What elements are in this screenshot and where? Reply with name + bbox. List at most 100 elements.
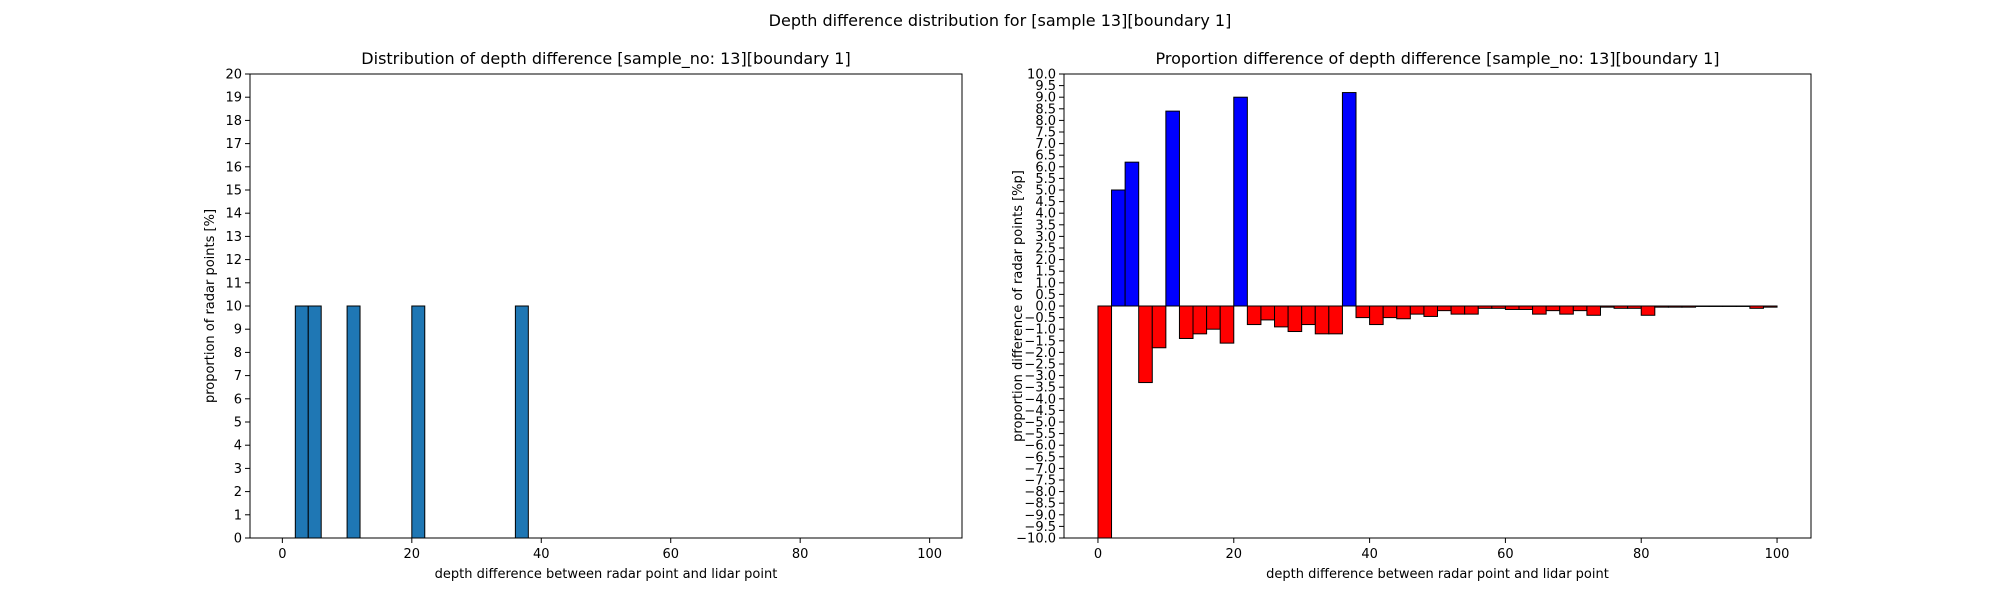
right-chart-bar [1369, 305, 1384, 326]
right-chart-bar [1246, 305, 1262, 326]
right-chart-ytick-label: 1.0 [1035, 276, 1056, 291]
right-chart-ytick-label: −0.5 [1024, 311, 1056, 326]
left-chart-bar [294, 305, 309, 538]
right-chart-xtick-label: 60 [1497, 547, 1514, 562]
left-chart-ytick-label: 11 [225, 276, 242, 291]
right-chart-xlabel: depth difference between radar point and… [1266, 567, 1609, 582]
left-chart-panel: Distribution of depth difference [sample… [203, 49, 963, 582]
right-chart-bar [1667, 305, 1683, 308]
right-chart-bar [1233, 96, 1248, 307]
left-chart-title: Distribution of depth difference [sample… [361, 49, 850, 69]
left-chart-axes-frame [249, 73, 963, 539]
right-chart-ytick-label: −8.0 [1024, 485, 1056, 500]
left-chart-ytick-label: 5 [234, 416, 242, 431]
right-chart-ytick-label: 9.0 [1035, 91, 1056, 106]
right-chart-ytick-label: 5.5 [1035, 172, 1056, 187]
right-chart-ytick-label: 4.5 [1035, 195, 1056, 210]
right-chart-yticks: −10.0−9.5−9.0−8.5−8.0−7.5−7.0−6.5−6.0−5.… [1016, 68, 1064, 547]
left-chart-xtick-label: 0 [278, 547, 286, 562]
right-chart-bar [1572, 305, 1588, 312]
right-chart-ytick-label: −1.5 [1024, 334, 1056, 349]
right-chart-bar [1464, 305, 1479, 315]
right-chart-ytick-label: −8.5 [1024, 497, 1056, 512]
right-chart-ytick-label: 10.0 [1027, 68, 1056, 83]
right-chart-ytick-label: −2.5 [1024, 358, 1056, 373]
right-chart-bar [1749, 305, 1764, 309]
right-chart-bar [1491, 305, 1506, 309]
right-chart-bar [1409, 305, 1425, 315]
right-chart-bars [1097, 92, 1778, 538]
right-chart-ytick-label: −7.0 [1024, 462, 1056, 477]
right-chart-bar [1477, 305, 1493, 309]
left-chart-xtick-label: 60 [662, 547, 679, 562]
left-chart-xlabel: depth difference between radar point and… [435, 567, 778, 582]
right-chart-ytick-label: −4.0 [1024, 392, 1056, 407]
right-chart-ytick-label: 2.5 [1035, 242, 1056, 257]
right-chart-bar [1151, 305, 1167, 349]
right-chart-xtick-label: 100 [1765, 547, 1790, 562]
right-chart-ytick-label: −5.5 [1024, 427, 1056, 442]
right-chart-bar [1287, 305, 1303, 333]
right-chart-axes-frame [1063, 73, 1812, 539]
left-chart-bar [307, 305, 322, 538]
right-chart-bar [1518, 305, 1534, 310]
right-chart-bar [1165, 110, 1180, 307]
left-chart-xtick-label: 20 [404, 547, 421, 562]
left-chart-ytick-label: 19 [225, 91, 242, 106]
right-chart-bar [1681, 305, 1697, 308]
left-chart-ytick-label: 9 [234, 323, 242, 338]
right-chart-ytick-label: 8.5 [1035, 102, 1056, 117]
figure-suptitle: Depth difference distribution for [sampl… [769, 11, 1232, 30]
left-chart-ytick-label: 6 [234, 392, 242, 407]
right-chart-ytick-label: −10.0 [1016, 532, 1056, 547]
right-chart-ytick-label: 1.5 [1035, 265, 1056, 280]
right-chart-bar [1640, 305, 1656, 316]
left-chart-ytick-label: 7 [234, 369, 242, 384]
left-chart-ylabel: proportion of radar points [%] [203, 209, 218, 403]
right-chart-bar [1396, 305, 1411, 320]
right-chart-xtick-label: 20 [1225, 547, 1242, 562]
right-chart-bar [1545, 305, 1561, 312]
right-chart-ytick-label: −4.5 [1024, 404, 1056, 419]
left-chart-bar [514, 305, 529, 538]
right-chart-bar [1314, 305, 1330, 335]
right-chart-ytick-label: −1.0 [1024, 323, 1056, 338]
left-chart-xtick-label: 100 [917, 547, 942, 562]
left-chart-ytick-label: 15 [225, 184, 242, 199]
right-chart-ytick-label: 7.0 [1035, 137, 1056, 152]
right-chart-bar [1423, 305, 1439, 317]
right-chart-ytick-label: −3.0 [1024, 369, 1056, 384]
left-chart-ytick-label: 2 [234, 485, 242, 500]
right-chart-bar [1504, 305, 1520, 310]
left-chart-xticks: 0 20 40 60 80 100 [278, 538, 942, 562]
right-chart-bar [1599, 305, 1615, 308]
right-chart-bar [1762, 305, 1778, 308]
left-chart-bar [346, 305, 361, 538]
right-chart-bar [1532, 305, 1547, 315]
right-chart-bar [1437, 305, 1452, 312]
right-chart-ytick-label: 6.5 [1035, 149, 1056, 164]
left-chart-ytick-label: 4 [234, 439, 242, 454]
left-chart-ytick-label: 20 [225, 68, 242, 83]
left-chart-ytick-label: 1 [234, 508, 242, 523]
right-chart-xtick-label: 0 [1094, 547, 1102, 562]
right-chart-ytick-label: 6.0 [1035, 160, 1056, 175]
right-chart-bar [1111, 189, 1126, 307]
right-chart-ytick-label: −6.5 [1024, 450, 1056, 465]
right-chart-ytick-label: 3.0 [1035, 230, 1056, 245]
right-chart-bar [1450, 305, 1466, 315]
right-chart-bar [1192, 305, 1208, 335]
right-chart-ytick-label: 9.5 [1035, 79, 1056, 94]
right-chart-panel: Proportion difference of depth differenc… [1011, 49, 1812, 582]
left-chart-ytick-label: 10 [225, 300, 242, 315]
right-chart-ytick-label: 3.5 [1035, 218, 1056, 233]
right-chart-ytick-label: 4.0 [1035, 207, 1056, 222]
right-chart-bar [1138, 305, 1153, 384]
right-chart-bar [1586, 305, 1601, 316]
left-chart-ytick-label: 0 [234, 532, 242, 547]
right-chart-ytick-label: −2.0 [1024, 346, 1056, 361]
right-chart-bar [1613, 305, 1629, 309]
right-chart-bar [1627, 305, 1642, 309]
right-chart-ylabel: proportion difference of radar points [%… [1011, 170, 1026, 442]
